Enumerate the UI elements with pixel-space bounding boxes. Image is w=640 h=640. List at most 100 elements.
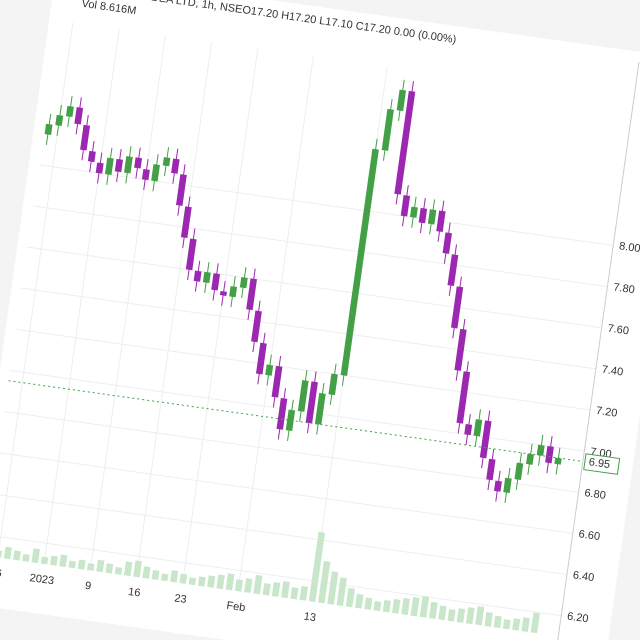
- price-label-box: [583, 453, 621, 475]
- candle-body: [454, 328, 467, 371]
- volume-bar: [197, 576, 206, 587]
- candle-body: [396, 89, 407, 112]
- volume-bar: [401, 597, 410, 616]
- volume-bar: [392, 599, 401, 614]
- y-tick-label: 7.20: [595, 405, 618, 420]
- candle-body: [314, 392, 326, 425]
- grid-line: [4, 411, 579, 493]
- volume-bar: [31, 548, 40, 564]
- volume-bar: [142, 566, 151, 579]
- candle-body: [418, 207, 428, 224]
- volume-bar: [22, 553, 30, 562]
- volume-bar: [50, 555, 58, 566]
- grid-line: [89, 35, 166, 571]
- candle-body: [87, 150, 96, 163]
- candle-body: [464, 423, 473, 436]
- volume-bar: [308, 531, 326, 603]
- volume-bar: [530, 612, 540, 634]
- candle-body: [427, 209, 437, 225]
- candle-body: [271, 365, 283, 398]
- y-tick-label: 7.40: [601, 364, 624, 379]
- volume-bar: [105, 563, 114, 574]
- volume-bar: [114, 566, 123, 575]
- volume-bar: [290, 587, 299, 600]
- candle-body: [229, 286, 238, 298]
- volume-bar: [225, 573, 235, 591]
- volume-bar: [318, 560, 331, 604]
- volume-bar: [447, 609, 456, 622]
- y-tick-label: 6.40: [572, 569, 595, 584]
- candle-body: [305, 381, 318, 424]
- volume-bar: [345, 587, 355, 608]
- candle-body: [74, 107, 84, 125]
- candle-body: [185, 238, 197, 271]
- candle-body: [44, 123, 53, 136]
- candle-body: [381, 108, 394, 151]
- volume-bar: [428, 601, 438, 619]
- candle-body: [436, 210, 446, 232]
- volume-bar: [160, 573, 169, 582]
- candle-body: [409, 206, 418, 218]
- candle-body: [124, 156, 133, 174]
- volume-bar: [475, 606, 485, 626]
- grid-line: [0, 452, 573, 534]
- candle-body: [239, 277, 248, 289]
- y-tick-label: 6.60: [578, 528, 601, 543]
- candle-body: [202, 271, 211, 284]
- candle-body: [265, 364, 274, 376]
- candle-body: [193, 270, 202, 282]
- volume-bar: [521, 617, 530, 632]
- candle-body: [456, 371, 471, 424]
- volume-bar: [170, 570, 179, 583]
- candle-body: [219, 290, 227, 296]
- candle-body: [180, 206, 192, 239]
- volume-bar: [133, 560, 142, 578]
- volume-bar: [179, 573, 188, 584]
- candle-body: [394, 90, 416, 195]
- volume-bar: [373, 601, 382, 612]
- volume-bar: [438, 605, 447, 621]
- volume-bar: [216, 574, 225, 590]
- volume-bar: [299, 586, 309, 601]
- volume-bar: [59, 554, 68, 568]
- grid-line: [135, 42, 213, 578]
- volume-bar: [87, 563, 95, 571]
- volume-bar: [465, 607, 475, 625]
- volume-bar: [382, 600, 391, 613]
- candle-body: [251, 310, 262, 343]
- price-label: 6.95: [588, 456, 611, 471]
- grid-line: [182, 48, 259, 584]
- candle-body: [114, 158, 123, 173]
- candle-body: [400, 195, 411, 217]
- x-tick-label: Feb: [226, 600, 246, 615]
- y-tick-label: 6.80: [584, 487, 607, 502]
- volume-bar: [327, 571, 339, 605]
- grid-line: [21, 287, 596, 370]
- grid-line: [237, 56, 314, 592]
- y-tick-label: 7.60: [607, 323, 630, 338]
- volume-bar: [3, 546, 12, 560]
- candle-body: [545, 445, 554, 464]
- grid-line: [27, 246, 602, 329]
- y-tick-label: 7.80: [613, 281, 636, 296]
- x-tick-label: 23: [174, 592, 188, 606]
- volume-bar: [512, 618, 521, 631]
- grid-line: [0, 534, 562, 617]
- candle-body: [141, 168, 150, 181]
- volume-bar: [419, 595, 430, 618]
- volume-bar: [410, 596, 420, 617]
- candle-body: [104, 157, 114, 175]
- price-axis: [553, 61, 640, 640]
- volume-bar: [355, 593, 364, 609]
- volume-bar: [484, 611, 493, 627]
- volume-bar: [96, 559, 105, 573]
- volume-bar: [336, 577, 347, 606]
- candle-body: [95, 162, 104, 174]
- grid-line: [15, 328, 591, 411]
- volume-bar: [262, 583, 271, 596]
- candle-body: [503, 477, 512, 494]
- candle-body: [450, 286, 464, 329]
- candle-body: [442, 232, 452, 254]
